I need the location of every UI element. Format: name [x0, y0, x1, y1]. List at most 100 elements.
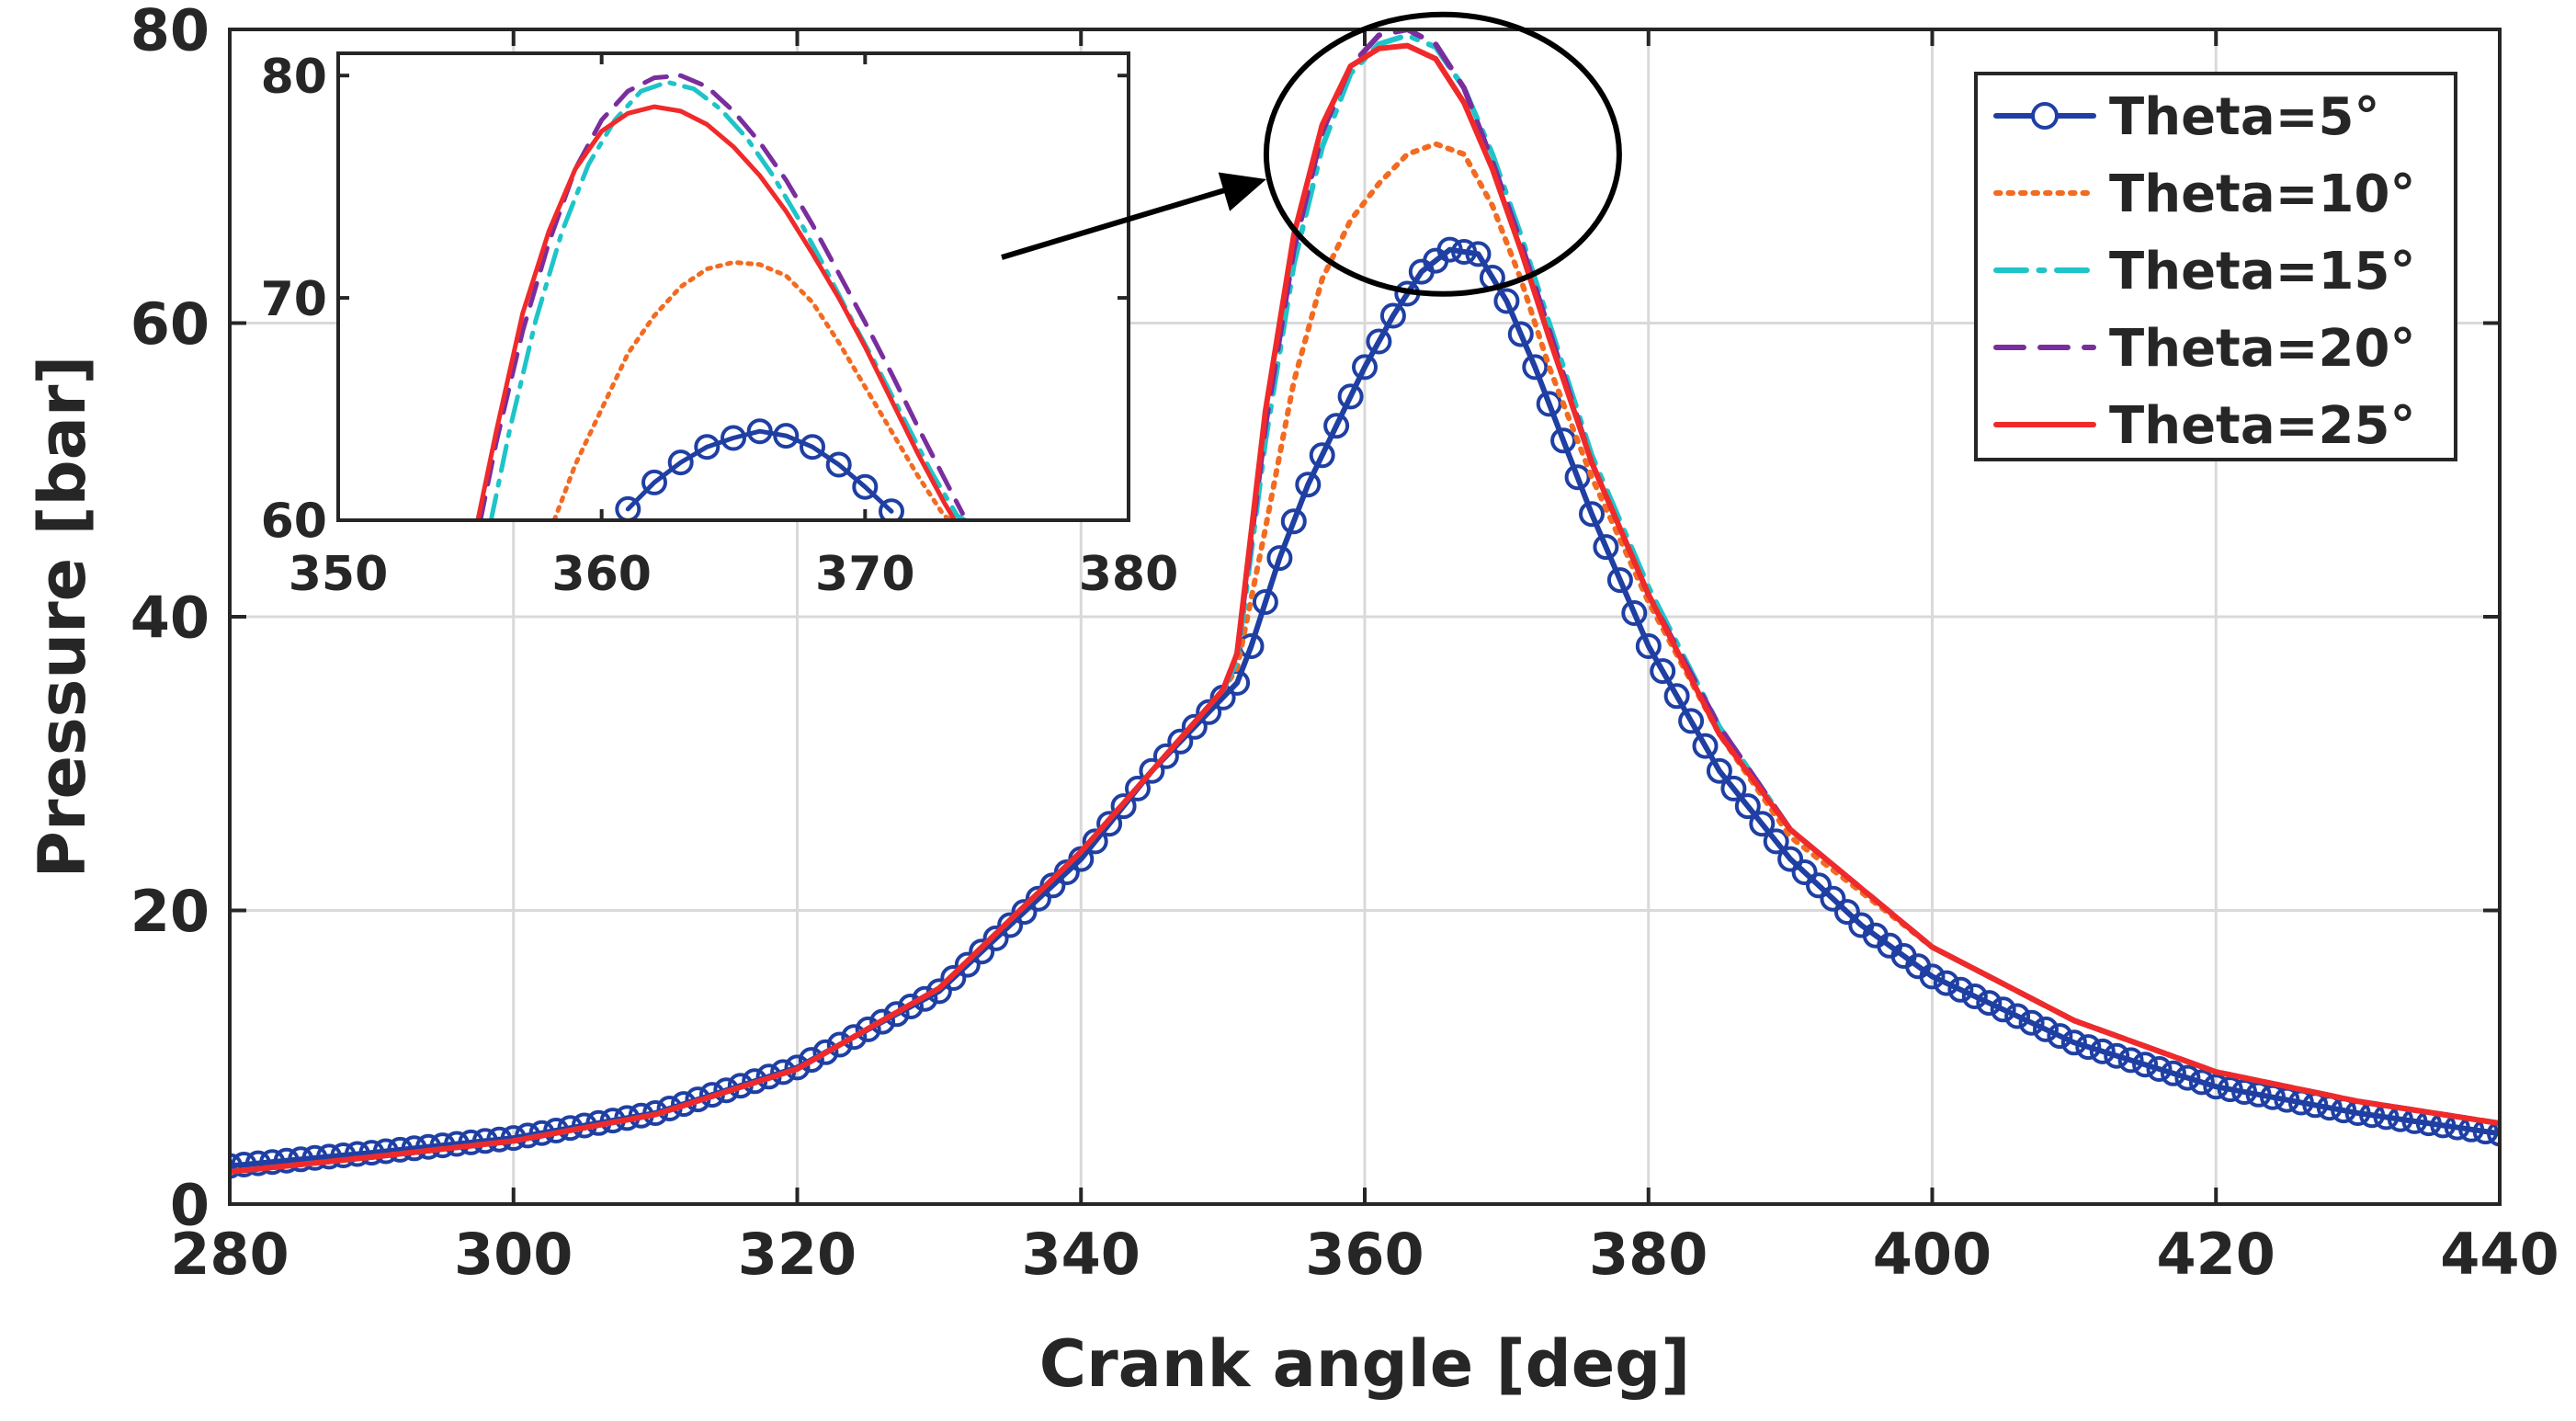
data-point — [1252, 589, 1278, 615]
data-point — [1181, 713, 1208, 740]
data-point — [2203, 1074, 2230, 1100]
data-point — [1366, 328, 1392, 355]
legend-entry-label: Theta=15° — [2109, 242, 2415, 301]
data-point — [982, 925, 1009, 951]
data-point — [1606, 567, 1633, 594]
y-tick-label: 60 — [261, 495, 327, 550]
x-tick-label: 280 — [170, 1221, 289, 1288]
data-point — [372, 1138, 399, 1165]
x-tick-label: 370 — [815, 547, 915, 602]
y-tick-label: 70 — [261, 272, 327, 327]
inset-zoom-plot: 350 360 370 380 60 70 80 — [261, 50, 1179, 602]
inset-plot-area — [338, 53, 1129, 520]
data-point — [330, 1142, 357, 1168]
legend-box — [1974, 72, 2457, 461]
data-point — [2075, 1034, 2102, 1061]
data-point — [1536, 391, 1562, 417]
data-point — [1436, 236, 1463, 263]
data-point — [1706, 757, 1732, 784]
data-point — [2004, 1003, 2031, 1029]
data-point — [288, 1146, 314, 1173]
data-point — [2018, 1009, 2045, 1036]
data-point — [1749, 811, 1776, 837]
data-point — [231, 1152, 257, 1177]
x-tick-label: 440 — [2440, 1221, 2559, 1288]
data-point — [2188, 1069, 2215, 1096]
data-point — [2033, 1016, 2059, 1042]
data-point — [1919, 963, 1946, 990]
data-point — [301, 1144, 328, 1171]
series-line — [488, 79, 968, 520]
data-point — [798, 1047, 824, 1074]
data-point — [694, 434, 721, 460]
inset-axes-frame — [336, 51, 1130, 522]
data-point — [1833, 899, 1860, 926]
data-point — [2089, 1038, 2116, 1064]
x-tick-label: 320 — [738, 1221, 857, 1288]
data-point — [912, 985, 938, 1012]
data-point — [1337, 383, 1364, 410]
data-point — [883, 1001, 910, 1028]
data-point — [2104, 1042, 2130, 1069]
data-point — [925, 978, 952, 1005]
x-tick-label: 360 — [551, 547, 652, 602]
data-point — [1110, 793, 1137, 820]
data-point — [1011, 899, 1038, 926]
data-point — [2060, 1029, 2087, 1056]
data-point — [1507, 321, 1534, 347]
data-point — [2047, 1023, 2073, 1050]
data-point — [812, 1039, 839, 1065]
data-point — [1734, 793, 1761, 820]
data-point — [1550, 427, 1577, 454]
x-tick-label: 380 — [1589, 1221, 1708, 1288]
data-point — [2132, 1052, 2159, 1078]
y-axis-title: Pressure [bar] — [25, 356, 100, 879]
legend-entry-label: Theta=5° — [2109, 87, 2380, 147]
legend-marker-sample — [2031, 102, 2059, 130]
data-point — [969, 938, 995, 965]
data-point — [1820, 885, 1846, 912]
data-point — [1039, 872, 1066, 899]
x-tick-label: 380 — [1079, 547, 1179, 602]
data-point — [1763, 828, 1789, 855]
y-tick-label: 20 — [131, 878, 210, 945]
x-tick-label: 350 — [289, 547, 389, 602]
series-line — [230, 42, 2500, 1175]
data-point — [869, 1008, 896, 1035]
data-point — [954, 951, 981, 978]
data-point — [387, 1136, 414, 1163]
data-point — [898, 994, 924, 1019]
data-point — [1650, 658, 1676, 685]
data-point — [1947, 976, 1974, 1003]
data-point — [1522, 354, 1549, 381]
zoom-arrow-line — [1001, 181, 1247, 260]
data-point — [1692, 733, 1719, 759]
data-point — [1564, 464, 1591, 491]
data-point — [1266, 545, 1293, 572]
y-tick-label: 80 — [131, 0, 210, 63]
x-tick-label: 420 — [2157, 1221, 2275, 1288]
data-point — [800, 434, 825, 460]
inset-series-group — [475, 73, 968, 520]
data-point — [1663, 683, 1690, 710]
data-point — [1309, 442, 1335, 469]
legend: Theta=5° Theta=10° Theta=15° Theta=20° Theta… — [1974, 72, 2457, 461]
y-tick-label: 60 — [131, 290, 210, 358]
data-point — [1152, 743, 1179, 769]
series-line — [475, 104, 958, 520]
data-point — [1976, 990, 2003, 1017]
data-point — [1720, 775, 1747, 801]
data-point — [259, 1149, 286, 1176]
data-point — [2231, 1079, 2258, 1105]
main-series-group — [230, 29, 2500, 1179]
legend-entry-label: Theta=10° — [2109, 165, 2415, 224]
data-point — [997, 912, 1024, 938]
data-point — [1025, 885, 1051, 912]
data-point — [721, 425, 746, 451]
data-point — [2174, 1064, 2201, 1091]
zoom-circle — [1263, 11, 1622, 297]
legend-entry-label: Theta=25° — [2109, 396, 2415, 456]
data-point — [1579, 501, 1605, 528]
data-point — [1167, 728, 1194, 755]
